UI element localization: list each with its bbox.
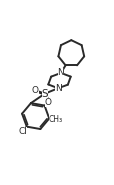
Text: CH₃: CH₃ — [49, 115, 63, 124]
Text: Cl: Cl — [18, 127, 27, 136]
Text: O: O — [31, 86, 38, 95]
Text: O: O — [44, 98, 51, 107]
Text: S: S — [41, 89, 48, 99]
Text: N: N — [57, 68, 64, 78]
Text: N: N — [54, 84, 61, 93]
